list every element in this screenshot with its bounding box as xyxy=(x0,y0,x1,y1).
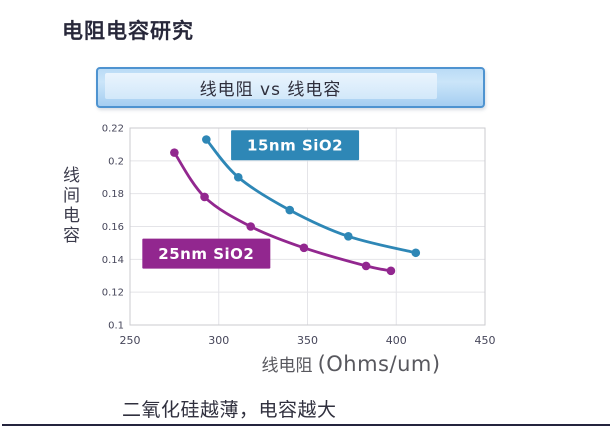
data-point xyxy=(202,135,211,144)
banner-title: 线电阻 vs 线电容 xyxy=(199,80,342,100)
series-label-box xyxy=(142,238,271,269)
x-axis-title-cjk: 线电阻 xyxy=(261,356,313,376)
y-tick-label: 0.12 xyxy=(102,288,124,299)
data-point xyxy=(233,172,243,182)
data-point xyxy=(411,248,421,258)
footnote: 二氧化硅越薄，电容越大 xyxy=(122,399,337,421)
x-axis-title-unit: (Ohms/um) xyxy=(317,352,441,376)
data-point xyxy=(386,266,396,276)
series-label-15nm-sio2: 15nm SiO2 xyxy=(231,130,360,161)
page-title: 电阻电容研究 xyxy=(62,19,194,43)
y-tick-label: 0.1 xyxy=(108,321,124,332)
series-points-25nm-sio2 xyxy=(170,148,396,276)
series-label-box xyxy=(231,130,360,161)
x-axis-title: 线电阻 (Ohms/um) xyxy=(200,351,502,380)
data-point xyxy=(246,222,255,231)
banner: 线电阻 vs 线电容 xyxy=(96,67,485,108)
series-label-text: 15nm SiO2 xyxy=(247,137,343,155)
data-point xyxy=(344,232,353,241)
data-point xyxy=(285,205,295,215)
plot-border xyxy=(129,127,486,326)
x-tick-label: 350 xyxy=(297,334,318,347)
y-tick-label: 0.22 xyxy=(102,124,124,135)
series-points-15nm-sio2 xyxy=(202,135,421,258)
y-tick-labels: 0.22 0.2 0.18 0.16 0.14 0.12 0.1 xyxy=(102,124,124,332)
y-tick-label: 0.2 xyxy=(108,156,124,167)
series-label-25nm-sio2: 25nm SiO2 xyxy=(142,238,271,269)
data-point xyxy=(200,192,209,202)
data-point xyxy=(170,148,179,157)
x-tick-labels: 250 300 350 400 450 xyxy=(120,334,496,347)
banner-highlight xyxy=(105,73,437,99)
x-tick-label: 450 xyxy=(475,334,496,347)
data-point xyxy=(299,243,309,253)
y-tick-label: 0.16 xyxy=(102,222,124,233)
bottom-rule xyxy=(2,424,610,426)
x-tick-label: 250 xyxy=(120,334,141,347)
x-tick-label: 300 xyxy=(208,334,229,347)
y-tick-label: 0.18 xyxy=(102,189,124,200)
data-point xyxy=(361,261,371,271)
y-axis-title: 线间电容 xyxy=(59,166,79,246)
chart: 0.22 0.2 0.18 0.16 0.14 0.12 0.1 250 300 350 400 45… xyxy=(102,124,496,348)
series-label-text: 25nm SiO2 xyxy=(158,245,254,263)
y-tick-label: 0.14 xyxy=(102,255,124,266)
x-tick-label: 400 xyxy=(386,334,407,347)
